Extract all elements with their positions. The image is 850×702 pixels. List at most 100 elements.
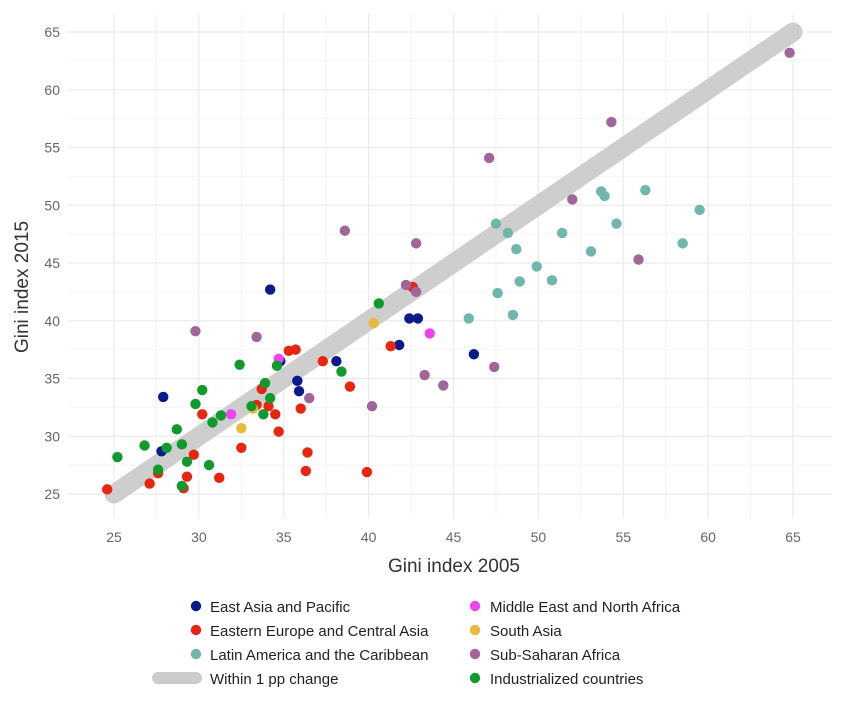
y-tick-label: 45: [44, 255, 60, 271]
legend-key-dot: [190, 648, 202, 660]
legend-item-middle-east-and-north-africa: Middle East and North Africa: [469, 599, 681, 616]
data-point: [236, 422, 247, 434]
data-point: [483, 152, 495, 164]
data-point: [176, 439, 188, 450]
data-point: [270, 409, 281, 420]
legend-key-dot: [469, 672, 481, 684]
data-point: [190, 325, 201, 337]
y-tick-label: 30: [44, 428, 60, 444]
data-point: [412, 313, 424, 324]
data-point: [468, 349, 480, 360]
legend-key-dot: [469, 648, 481, 660]
y-axis-title: Gini index 2015: [12, 221, 33, 353]
legend: East Asia and Pacific Eastern Europe and …: [152, 599, 681, 688]
y-tick-label: 50: [44, 197, 60, 213]
data-point: [677, 238, 688, 249]
data-point: [344, 381, 356, 392]
data-point: [366, 401, 378, 412]
data-point: [258, 409, 269, 420]
data-point: [152, 464, 164, 475]
data-point: [176, 480, 188, 492]
legend-label: South Asia: [490, 623, 562, 640]
data-point: [567, 194, 578, 205]
data-point: [214, 472, 225, 484]
data-point: [694, 204, 705, 216]
data-point: [606, 116, 617, 128]
data-point: [264, 284, 276, 295]
legend-item-within-1-pp-change: Within 1 pp change: [152, 671, 338, 688]
data-point: [336, 366, 347, 377]
data-point: [112, 451, 123, 463]
data-point: [556, 227, 568, 239]
x-tick-label: 45: [446, 529, 462, 545]
y-tick-label: 40: [44, 313, 60, 329]
data-point: [304, 392, 315, 404]
data-point: [640, 185, 651, 196]
data-point: [264, 392, 276, 404]
data-point: [171, 424, 183, 435]
data-point: [404, 313, 415, 324]
data-point: [368, 317, 379, 329]
data-point: [293, 386, 305, 397]
y-tick-label: 25: [44, 486, 60, 502]
y-tick-label: 60: [44, 82, 60, 98]
legend-item-eastern-europe-and-central-asia: Eastern Europe and Central Asia: [190, 623, 429, 640]
data-point: [236, 442, 247, 453]
data-point: [215, 410, 227, 421]
data-point: [251, 331, 262, 343]
data-point: [197, 384, 208, 396]
data-point: [424, 328, 435, 339]
legend-label: Middle East and North Africa: [490, 599, 681, 616]
data-point: [438, 380, 449, 391]
legend-item-latin-america-and-the-caribbean: Latin America and the Caribbean: [190, 647, 428, 664]
data-point: [373, 298, 385, 309]
data-point: [331, 355, 342, 367]
legend-item-east-asia-and-pacific: East Asia and Pacific: [190, 599, 351, 616]
data-point: [234, 359, 245, 370]
data-point: [492, 287, 503, 299]
data-point: [784, 47, 795, 58]
data-point: [385, 340, 396, 352]
data-point: [295, 403, 306, 414]
legend-item-south-asia: South Asia: [469, 623, 562, 640]
data-point: [599, 190, 610, 202]
data-point: [207, 417, 218, 428]
data-point: [514, 276, 525, 287]
x-tick-label: 25: [106, 529, 122, 545]
legend-item-sub-saharan-africa: Sub-Saharan Africa: [469, 647, 621, 664]
data-point: [585, 246, 597, 257]
data-point: [246, 401, 257, 412]
series-latin-america-and-the-caribbean: [463, 185, 705, 324]
data-point: [507, 309, 519, 321]
data-point: [502, 227, 514, 239]
data-point: [292, 375, 303, 387]
data-point: [463, 313, 474, 324]
legend-label: Industrialized countries: [490, 671, 643, 688]
legend-item-industrialized-countries: Industrialized countries: [469, 671, 643, 688]
data-point: [546, 275, 558, 286]
data-point: [633, 254, 644, 265]
legend-key-dot: [190, 600, 202, 612]
data-point: [158, 391, 169, 403]
data-point: [259, 377, 271, 389]
data-point: [181, 456, 193, 467]
x-tick-label: 50: [531, 529, 547, 545]
x-tick-label: 35: [276, 529, 292, 545]
data-point: [531, 261, 542, 272]
data-point: [400, 279, 412, 291]
data-point: [302, 447, 313, 458]
data-point: [273, 426, 284, 437]
data-point: [203, 459, 215, 471]
data-point: [181, 471, 193, 482]
x-axis-title: Gini index 2005: [388, 556, 520, 577]
legend-key-dot: [190, 624, 202, 636]
x-tick-label: 60: [700, 529, 716, 545]
data-point: [317, 355, 328, 367]
data-point: [139, 440, 150, 451]
data-point: [161, 442, 172, 453]
data-point: [339, 225, 351, 236]
data-point: [511, 243, 522, 255]
y-tick-label: 55: [44, 140, 60, 156]
